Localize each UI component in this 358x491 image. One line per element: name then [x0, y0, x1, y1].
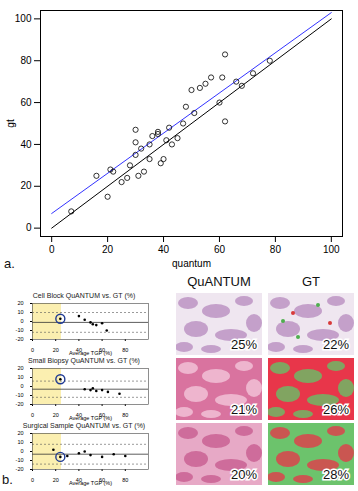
svg-text:10: 10 — [17, 309, 23, 315]
svg-text:40: 40 — [158, 244, 170, 255]
svg-text:80: 80 — [122, 477, 128, 483]
svg-text:100: 100 — [15, 13, 32, 24]
svg-text:80: 80 — [122, 412, 128, 418]
html-text:GT: GT — [302, 274, 320, 289]
html-text:b.: b. — [2, 472, 13, 487]
html-text:Small Biopsy QuANTUM vs. GT (%: Small Biopsy QuANTUM vs. GT (%) — [28, 357, 140, 364]
svg-text:20: 20 — [17, 365, 23, 371]
svg-text:80: 80 — [122, 347, 128, 353]
svg-text:0: 0 — [20, 383, 23, 389]
svg-text:20: 20 — [20, 180, 32, 191]
html-text:a.: a. — [4, 256, 15, 271]
svg-text:21%: 21% — [231, 402, 257, 417]
svg-text:40: 40 — [20, 139, 32, 150]
svg-text:quantum: quantum — [172, 258, 211, 269]
svg-text:0: 0 — [20, 318, 23, 324]
svg-text:-10: -10 — [16, 327, 24, 333]
svg-text:Average TGP (%): Average TGP (%) — [69, 480, 112, 486]
svg-text:10: 10 — [17, 439, 23, 445]
svg-text:-20: -20 — [16, 336, 24, 342]
svg-text:28%: 28% — [323, 467, 349, 482]
svg-text:0: 0 — [49, 244, 55, 255]
svg-text:20: 20 — [17, 300, 23, 306]
svg-text:60: 60 — [20, 97, 32, 108]
svg-text:0: 0 — [26, 222, 32, 233]
svg-text:0: 0 — [20, 448, 23, 454]
svg-text:20: 20 — [53, 477, 59, 483]
svg-text:80: 80 — [270, 244, 282, 255]
svg-text:20: 20 — [17, 430, 23, 436]
svg-text:gt: gt — [5, 119, 16, 128]
svg-text:60: 60 — [214, 244, 226, 255]
svg-text:-20: -20 — [16, 466, 24, 472]
html-text:QuANTUM: QuANTUM — [187, 274, 251, 289]
svg-text:-20: -20 — [16, 401, 24, 407]
svg-text:0: 0 — [31, 412, 34, 418]
svg-text:26%: 26% — [323, 402, 349, 417]
svg-text:-10: -10 — [16, 392, 24, 398]
svg-text:20%: 20% — [231, 467, 257, 482]
svg-text:20: 20 — [53, 347, 59, 353]
svg-text:-10: -10 — [16, 457, 24, 463]
svg-text:Average TGP (%): Average TGP (%) — [69, 415, 112, 421]
svg-text:20: 20 — [102, 244, 114, 255]
svg-text:25%: 25% — [231, 337, 257, 352]
html-text:Cell Block QuANTUM vs. GT (%): Cell Block QuANTUM vs. GT (%) — [32, 292, 136, 299]
svg-text:22%: 22% — [323, 337, 349, 352]
svg-text:80: 80 — [20, 55, 32, 66]
svg-text:0: 0 — [31, 477, 34, 483]
svg-text:Average TGP (%): Average TGP (%) — [69, 350, 112, 356]
svg-text:100: 100 — [323, 244, 340, 255]
svg-text:0: 0 — [31, 347, 34, 353]
svg-text:10: 10 — [17, 374, 23, 380]
html-text:Surgical Sample QuANTUM vs. GT: Surgical Sample QuANTUM vs. GT (%) — [22, 422, 146, 429]
svg-text:20: 20 — [53, 412, 59, 418]
